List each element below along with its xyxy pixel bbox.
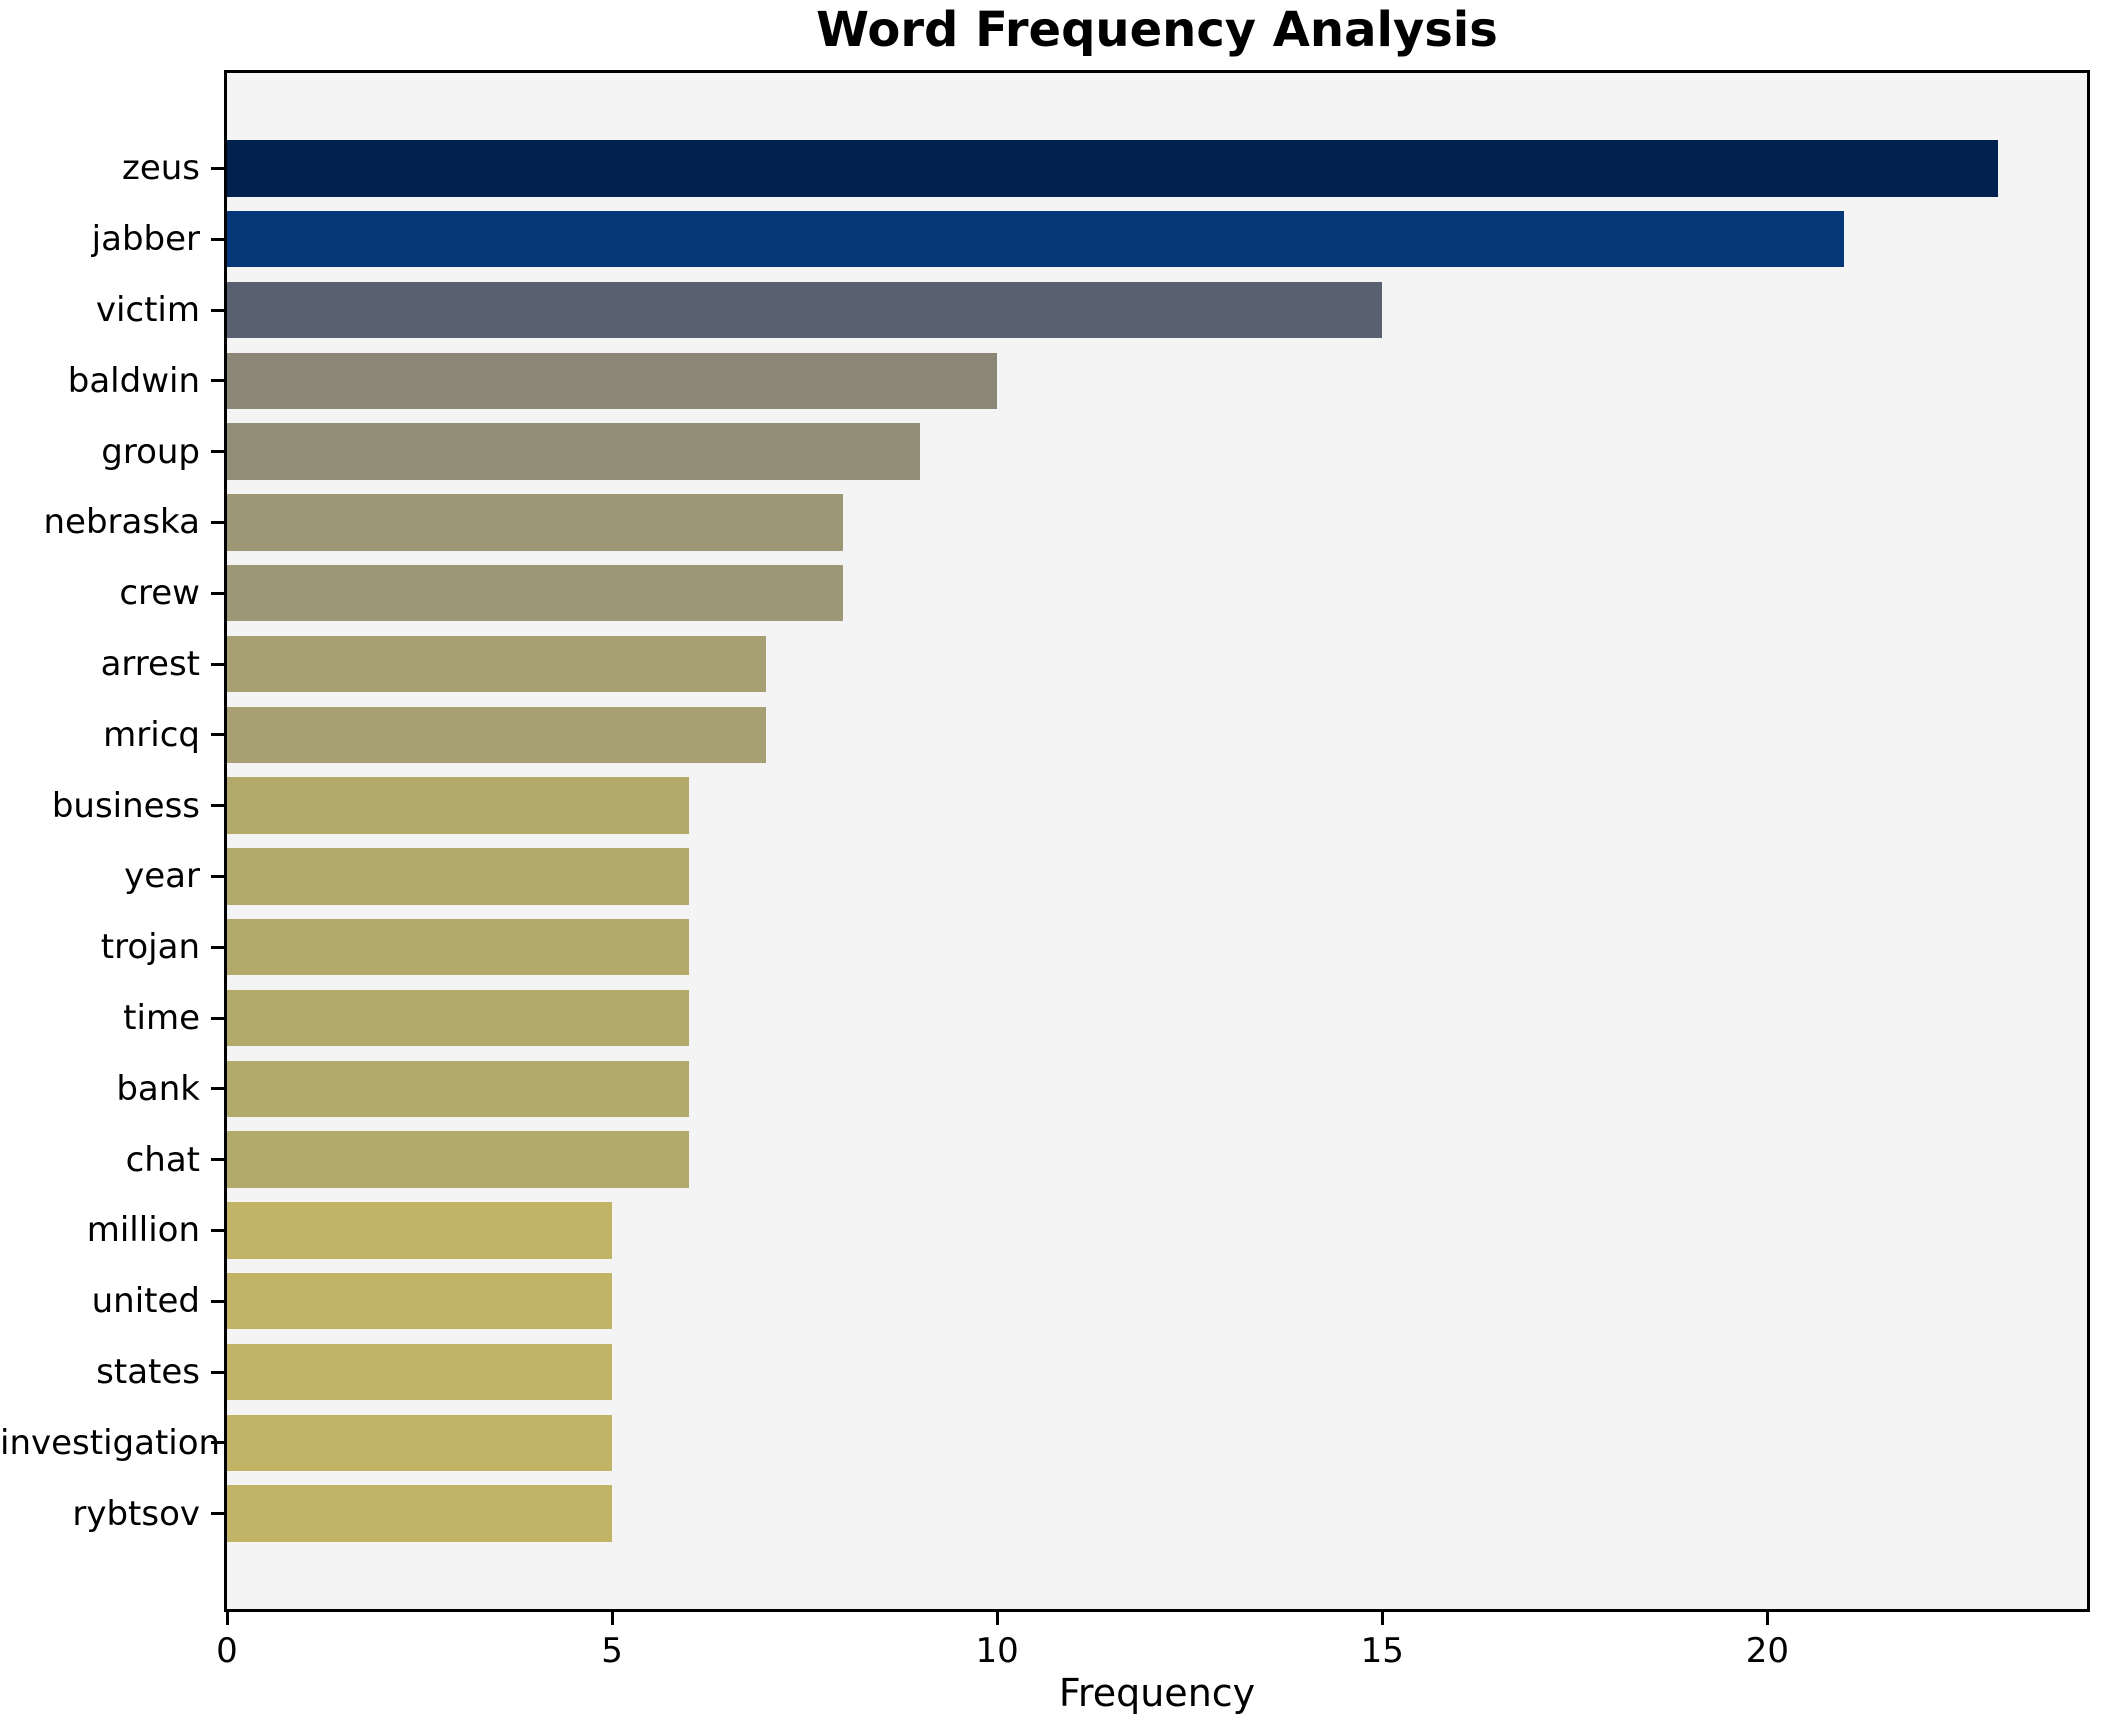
- x-tick-mark: [995, 1612, 999, 1625]
- y-tick-label-chat: chat: [125, 1139, 200, 1180]
- y-tick-label-united: united: [91, 1281, 200, 1322]
- chart-title: Word Frequency Analysis: [816, 2, 1498, 58]
- y-tick-label-arrest: arrest: [100, 644, 200, 684]
- y-tick-mark: [211, 308, 224, 312]
- bar-zeus: [227, 140, 1999, 197]
- bar-jabber: [227, 210, 1845, 268]
- bar-nebraska: [227, 494, 844, 551]
- y-tick-label-group: group: [101, 431, 200, 472]
- x-tick-mark: [610, 1612, 614, 1625]
- x-axis-label: Frequency: [1058, 1671, 1256, 1715]
- y-tick-mark: [211, 1299, 224, 1303]
- y-tick-mark: [211, 1016, 224, 1020]
- x-tick-label-10: 10: [975, 1631, 1019, 1671]
- y-tick-mark: [211, 166, 224, 170]
- y-tick-label-nebraska: nebraska: [43, 502, 200, 543]
- y-tick-mark: [211, 945, 224, 949]
- bar-trojan: [227, 918, 690, 976]
- y-tick-label-zeus: zeus: [121, 148, 200, 189]
- bar-arrest: [227, 635, 767, 693]
- bar-baldwin: [227, 352, 998, 410]
- x-tick-mark: [1765, 1612, 1769, 1625]
- y-tick-mark: [211, 1512, 224, 1516]
- x-tick-label-0: 0: [216, 1631, 238, 1671]
- y-tick-mark: [211, 237, 224, 241]
- y-tick-label-mricq: mricq: [103, 714, 200, 755]
- bar-business: [227, 777, 690, 834]
- y-tick-label-business: business: [51, 785, 200, 826]
- bar-victim: [227, 281, 1383, 339]
- x-tick-mark: [1380, 1612, 1384, 1625]
- bars-layer: [227, 73, 2087, 1609]
- y-tick-label-victim: victim: [95, 290, 200, 330]
- y-tick-mark: [211, 874, 224, 878]
- y-tick-label-trojan: trojan: [100, 927, 200, 968]
- y-tick-label-baldwin: baldwin: [67, 360, 200, 401]
- x-tick-label-15: 15: [1360, 1631, 1404, 1671]
- y-tick-mark: [211, 450, 224, 454]
- bar-mricq: [227, 706, 767, 764]
- y-tick-mark: [211, 591, 224, 595]
- y-tick-label-year: year: [124, 856, 200, 897]
- y-tick-label-million: million: [86, 1210, 200, 1251]
- y-tick-mark: [211, 733, 224, 737]
- bar-group: [227, 423, 921, 480]
- y-tick-mark: [211, 1228, 224, 1232]
- bar-chat: [227, 1131, 690, 1188]
- x-tick-label-5: 5: [601, 1631, 623, 1671]
- bar-year: [227, 848, 690, 905]
- y-tick-label-bank: bank: [116, 1068, 200, 1109]
- y-tick-label-crew: crew: [119, 573, 200, 614]
- y-tick-label-time: time: [123, 998, 200, 1038]
- bar-million: [227, 1202, 613, 1259]
- y-tick-label-rybtsov: rybtsov: [72, 1493, 200, 1534]
- y-tick-label-states: states: [96, 1352, 200, 1392]
- bar-states: [227, 1343, 613, 1401]
- y-tick-mark: [211, 1370, 224, 1374]
- bar-rybtsov: [227, 1485, 613, 1542]
- bar-united: [227, 1272, 613, 1330]
- x-tick-mark: [225, 1612, 229, 1625]
- y-tick-mark: [211, 662, 224, 666]
- y-tick-mark: [211, 379, 224, 383]
- bar-time: [227, 989, 690, 1047]
- bar-bank: [227, 1060, 690, 1118]
- bar-crew: [227, 564, 844, 622]
- plot-area: [224, 70, 2090, 1612]
- y-tick-mark: [211, 804, 224, 808]
- y-tick-mark: [211, 1158, 224, 1162]
- y-tick-label-jabber: jabber: [91, 219, 200, 260]
- y-tick-mark: [211, 520, 224, 524]
- x-tick-label-20: 20: [1745, 1631, 1789, 1671]
- bar-investigation: [227, 1414, 613, 1472]
- y-tick-label-investigation: investigation: [0, 1422, 221, 1463]
- y-tick-mark: [211, 1441, 224, 1445]
- y-tick-mark: [211, 1087, 224, 1091]
